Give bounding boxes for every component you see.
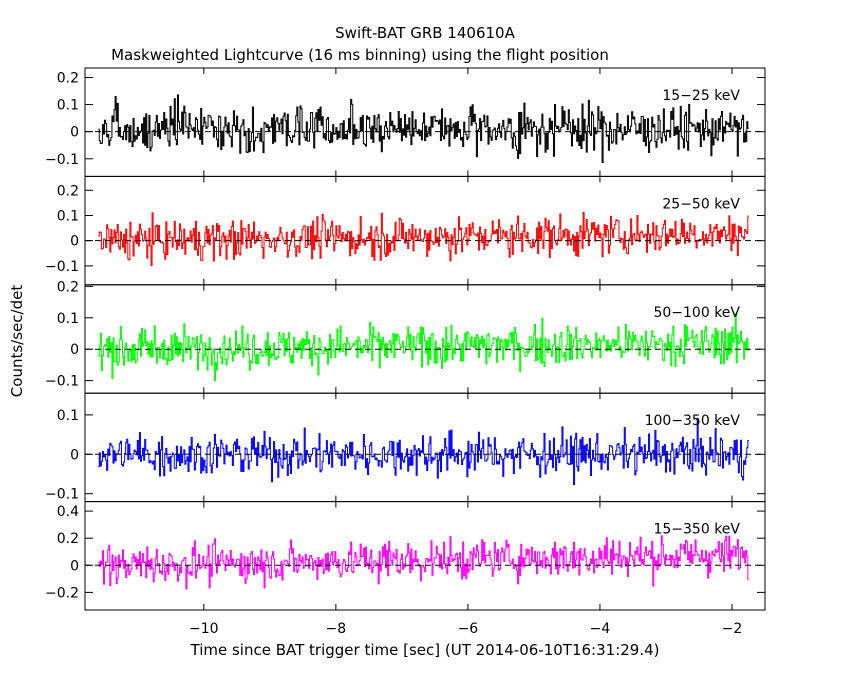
y-tick-label-3-0: −0.1 — [45, 487, 79, 503]
y-tick-label-2-3: 0.2 — [57, 279, 79, 295]
panel-frame-4 — [84, 501, 766, 611]
y-tick-label-4-0: −0.2 — [45, 585, 79, 601]
panel-2: −0.1 0 0.1 0.2 50−100 keV — [45, 279, 766, 394]
band-label-0: 15−25 keV — [662, 88, 740, 104]
y-tick-label-4-1: 0 — [70, 558, 79, 574]
y-tick-label-3-2: 0.1 — [57, 408, 79, 424]
panel-4: −0.2 0 0.2 0.4 15−350 keV — [45, 501, 766, 611]
y-tick-label-3-1: 0 — [70, 447, 79, 463]
series-line-3 — [98, 418, 749, 486]
panels: −0.1 0 0.1 0.2 15−25 keV −0.1 0 0.1 0.2 25−50 keV… — [45, 67, 766, 611]
x-tick-label-4: −2 — [722, 621, 743, 637]
band-label-4: 15−350 keV — [653, 522, 740, 538]
series-line-0 — [98, 94, 749, 163]
panel-1: −0.1 0 0.1 0.2 25−50 keV — [45, 175, 766, 286]
y-tick-label-1-1: 0 — [70, 234, 79, 250]
series-line-1 — [98, 211, 749, 267]
y-tick-label-0-0: −0.1 — [45, 152, 79, 168]
y-tick-label-2-0: −0.1 — [45, 374, 79, 390]
panel-0: −0.1 0 0.1 0.2 15−25 keV — [45, 67, 766, 177]
band-label-3: 100−350 keV — [645, 413, 741, 429]
band-label-2: 50−100 keV — [653, 305, 740, 321]
x-tick-label-3: −4 — [590, 621, 611, 637]
y-tick-label-1-3: 0.2 — [57, 183, 79, 199]
panel-3: −0.1 0 0.1 100−350 keV — [45, 392, 766, 503]
series-line-4 — [98, 535, 749, 590]
x-tick-label-2: −6 — [458, 621, 479, 637]
x-axis: −10 −8 −6 −4 −2 — [189, 621, 742, 637]
chart-subtitle: Maskweighted Lightcurve (16 ms binning) … — [111, 46, 609, 64]
y-tick-label-0-2: 0.1 — [57, 98, 79, 114]
y-tick-label-0-1: 0 — [70, 125, 79, 141]
y-axis-label: Counts/sec/det — [8, 285, 26, 398]
y-tick-label-1-0: −0.1 — [45, 259, 79, 275]
y-tick-label-0-3: 0.2 — [57, 70, 79, 86]
y-tick-label-2-1: 0 — [70, 342, 79, 358]
band-label-1: 25−50 keV — [662, 196, 740, 212]
series-line-2 — [98, 313, 749, 382]
x-tick-label-1: −8 — [326, 621, 347, 637]
y-tick-label-4-3: 0.4 — [57, 504, 79, 520]
x-axis-label: Time since BAT trigger time [sec] (UT 20… — [190, 641, 660, 659]
y-tick-label-1-2: 0.1 — [57, 208, 79, 224]
chart-title: Swift-BAT GRB 140610A — [335, 24, 515, 42]
x-tick-label-0: −10 — [189, 621, 219, 637]
y-tick-label-4-2: 0.2 — [57, 531, 79, 547]
y-tick-label-2-2: 0.1 — [57, 311, 79, 327]
